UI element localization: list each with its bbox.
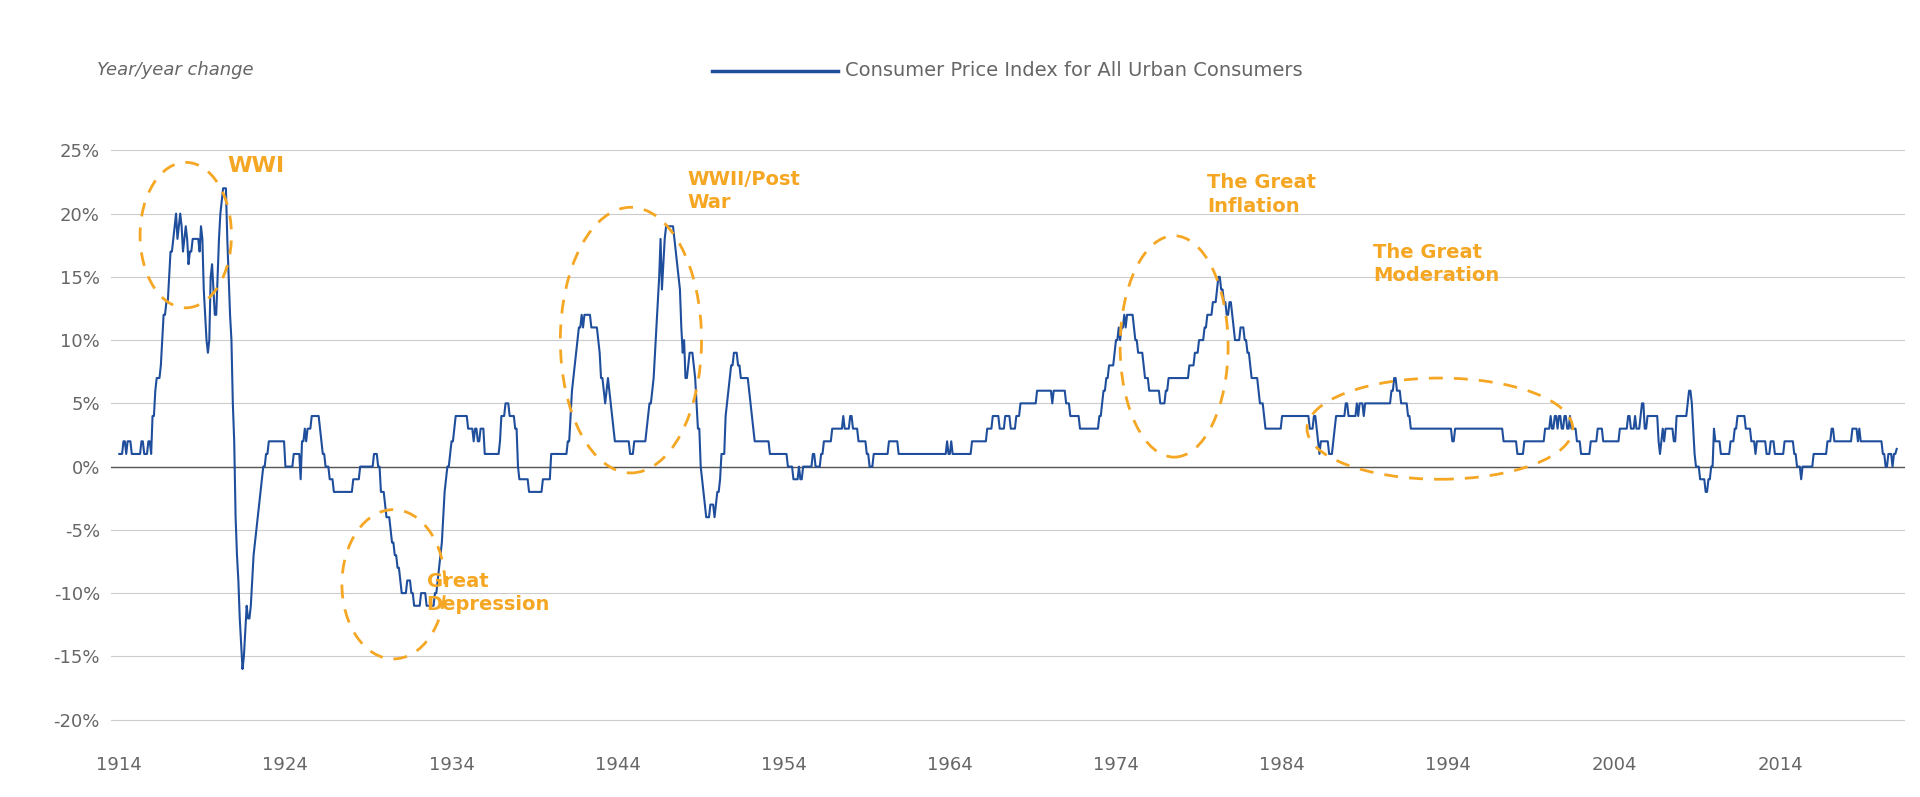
Text: Year/year change: Year/year change bbox=[96, 61, 253, 80]
Text: Consumer Price Index for All Urban Consumers: Consumer Price Index for All Urban Consu… bbox=[845, 61, 1302, 80]
Text: Great
Depression: Great Depression bbox=[426, 572, 549, 614]
Text: WWII/Post
War: WWII/Post War bbox=[687, 170, 801, 212]
Text: The Great
Inflation: The Great Inflation bbox=[1208, 174, 1317, 216]
Text: WWI: WWI bbox=[227, 155, 284, 175]
Text: The Great
Moderation: The Great Moderation bbox=[1373, 243, 1500, 285]
